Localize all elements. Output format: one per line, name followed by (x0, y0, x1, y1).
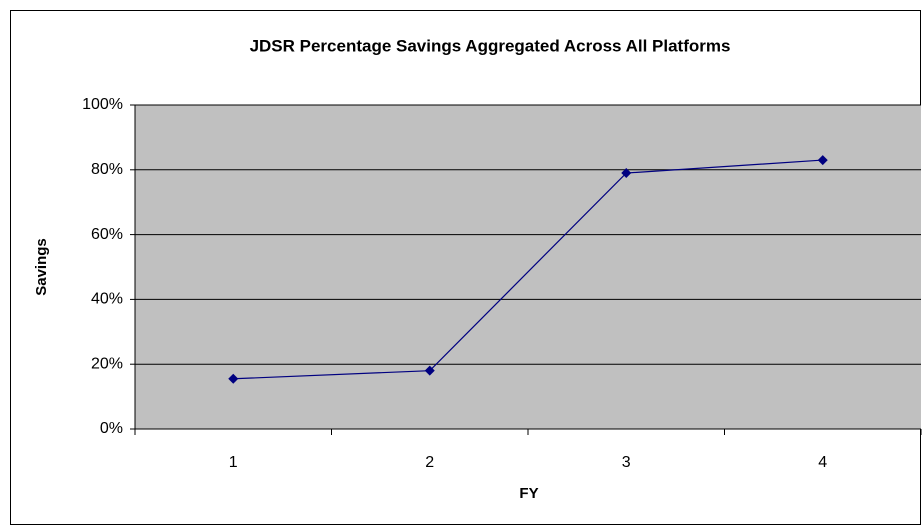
y-tick-label: 20% (91, 355, 123, 372)
series-line (233, 159, 823, 380)
x-tick-label: 1 (229, 454, 238, 471)
y-tick-label: 60% (91, 226, 123, 243)
marker (817, 155, 828, 166)
y-tick-label: 0% (100, 420, 123, 437)
y-tick-label: 40% (91, 291, 123, 308)
y-tick-label: 80% (91, 161, 123, 178)
y-tick-label: 100% (82, 96, 123, 113)
marker (424, 365, 435, 376)
x-tick-label: 2 (425, 454, 434, 471)
x-tick-label: 3 (622, 454, 631, 471)
y-axis-label: Savings (33, 238, 50, 296)
marker (228, 373, 239, 384)
x-tick-label: 4 (818, 454, 827, 471)
chart-title: JDSR Percentage Savings Aggregated Acros… (250, 36, 731, 55)
marker (621, 168, 632, 179)
x-axis-label: FY (519, 485, 538, 502)
plot-area (135, 105, 921, 429)
